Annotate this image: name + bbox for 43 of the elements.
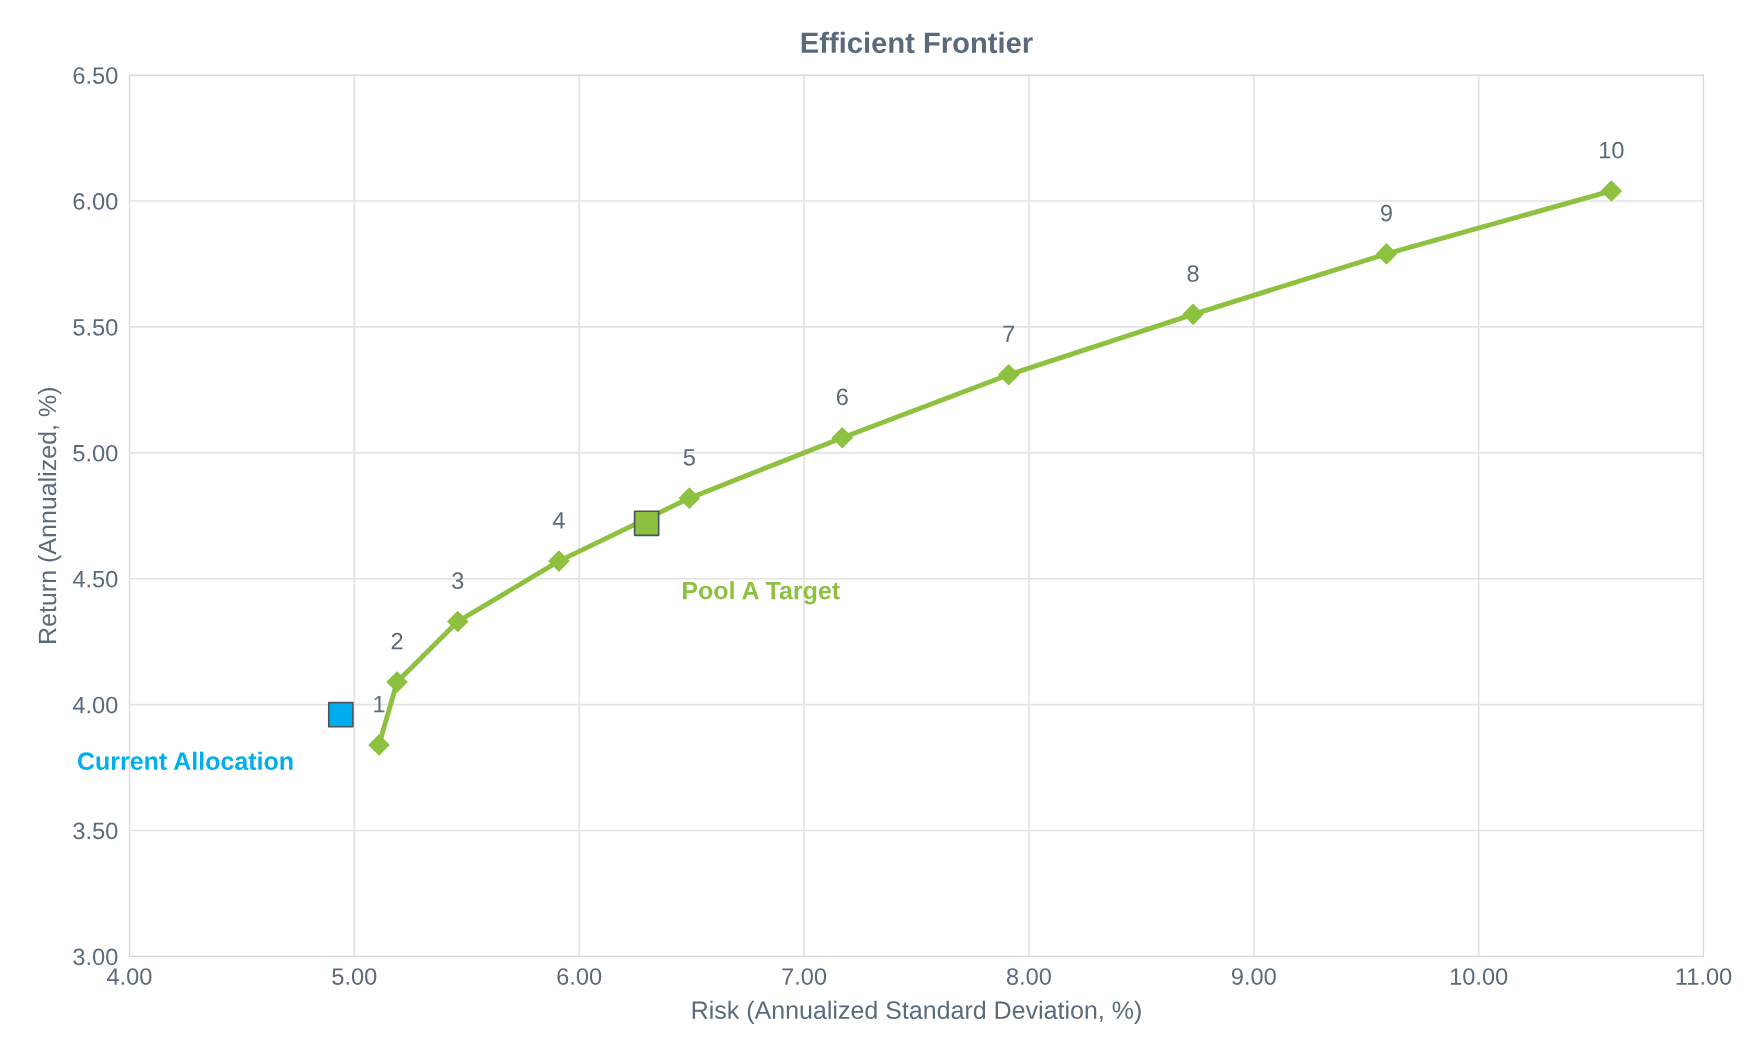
point [386, 671, 408, 693]
point [831, 427, 853, 449]
point [998, 364, 1020, 386]
annotation: 5 [683, 449, 695, 466]
point [447, 611, 469, 633]
annotation: 6 [836, 388, 848, 406]
y-tick-label: 6.00 [73, 193, 118, 210]
point [1182, 303, 1204, 325]
x-tick-label: 5.00 [332, 968, 377, 985]
chart-title: Efficient Frontier [801, 31, 1033, 54]
series-label: Current Allocation [77, 751, 293, 771]
x-tick-label: 7.00 [782, 968, 827, 985]
annotation: 1 [374, 695, 385, 713]
annotation: 7 [1003, 325, 1015, 343]
y-axis-title: Return (Annualized, %) [37, 388, 62, 643]
point [678, 487, 700, 509]
y-tick-label: 6.50 [73, 67, 118, 84]
annotation: 8 [1187, 265, 1199, 282]
point [1375, 243, 1397, 265]
annotation: 10 [1600, 141, 1624, 159]
y-tick-label: 3.50 [73, 822, 118, 840]
x-tick-label: 8.00 [1006, 968, 1051, 985]
x-tick-label: 11.00 [1676, 968, 1732, 985]
y-tick-label: 4.00 [72, 696, 118, 714]
point [548, 550, 570, 572]
x-tick-label: 6.00 [557, 968, 602, 985]
y-tick-label: 3.00 [73, 948, 118, 966]
y-tick-label: 4.50 [72, 570, 118, 588]
annotation: 3 [452, 572, 464, 590]
annotation: 2 [391, 632, 403, 650]
y-tick-label: 5.50 [73, 318, 118, 336]
x-tick-label: 4.00 [106, 968, 152, 985]
point [1600, 180, 1622, 202]
x-tick-label: 10.00 [1450, 968, 1508, 985]
point [368, 734, 390, 756]
text: Pool A Target [683, 581, 840, 605]
x-axis-title: Risk (Annualized Standard Deviation, %) [692, 1000, 1141, 1024]
point [633, 510, 660, 537]
annotation: 9 [1381, 204, 1392, 222]
y-tick-label: 5.00 [73, 444, 118, 462]
point [327, 701, 354, 728]
x-tick-label: 9.00 [1231, 968, 1276, 985]
annotation: 4 [552, 512, 565, 529]
